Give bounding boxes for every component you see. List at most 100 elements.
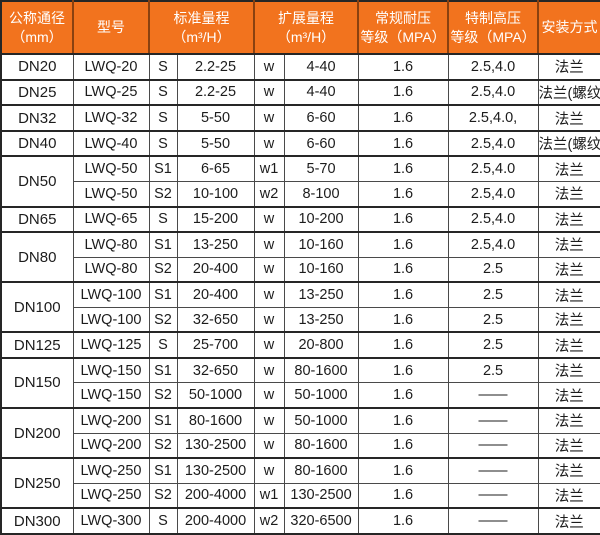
cell-normal-mpa: 1.6 [357,180,449,208]
cell-high-mpa: 2.5 [447,331,539,359]
cell-model: LWQ-250 [72,482,150,509]
cell-normal-mpa: 1.6 [357,53,449,81]
cell-ext-range: 130-2500 [283,482,359,509]
cell-ext-code: w [253,53,285,81]
cell-std-code: S2 [148,180,178,208]
table-row: DN32 LWQ-32 S 5-50 w 6-60 1.6 2.5,4.0, 法兰 [0,104,600,132]
cell-std-range: 20-400 [176,256,255,283]
cell-ext-range: 10-160 [283,231,359,258]
cell-std-range: 32-650 [176,356,255,384]
cell-std-range: 6-65 [176,155,255,182]
cell-install: 法兰 [537,281,600,308]
cell-normal-mpa: 1.6 [357,482,449,509]
cell-ext-range: 6-60 [283,104,359,132]
cell-ext-code: w1 [253,155,285,182]
cell-std-code: S [148,507,178,535]
cell-high-mpa: —— [447,507,539,535]
table-row: DN50 LWQ-50 S1 6-65 w1 5-70 1.6 2.5,4.0 法兰 [0,155,600,208]
cell-model: LWQ-25 [72,78,150,106]
table-row: LWQ-200 S2 130-2500 w 80-1600 1.6 —— 法兰 [1,432,600,459]
cell-ext-code: w [253,104,285,132]
cell-std-range: 32-650 [176,306,255,333]
header-row: 公称通径 （mm） 型号 标准量程 （m³/H） 扩展量程 （m³/H） 常规耐… [1,1,600,55]
cell-diameter: DN20 [0,53,74,81]
cell-ext-range: 10-200 [283,205,359,233]
table-row: DN20 LWQ-20 S 2.2-25 w 4-40 1.6 2.5,4.0 法兰 [0,53,600,81]
cell-ext-code: w [253,331,285,359]
header-install-method: 安装方式 [537,1,600,55]
cell-std-code: S2 [148,482,178,509]
cell-high-mpa: 2.5 [447,306,539,333]
cell-install: 法兰 [537,356,600,384]
cell-install: 法兰 [537,407,600,434]
cell-ext-code: w [253,356,285,384]
cell-std-code: S1 [148,356,178,384]
cell-diameter: DN150 [0,356,74,409]
table-row: DN125 LWQ-125 S 25-700 w 20-800 1.6 2.5 法兰 [0,331,600,359]
cell-high-mpa: 2.5 [447,256,539,283]
cell-install: 法兰 [537,482,600,509]
cell-high-mpa: —— [447,407,539,434]
cell-install: 法兰 [537,104,600,132]
cell-diameter: DN200 [0,407,74,459]
cell-high-mpa: 2.5 [447,356,539,384]
cell-high-mpa: 2.5 [447,281,539,308]
cell-ext-code: w [253,306,285,333]
cell-std-code: S2 [148,432,178,459]
cell-std-code: S2 [148,306,178,333]
cell-normal-mpa: 1.6 [357,382,449,409]
cell-std-range: 10-100 [176,180,255,208]
table-row: LWQ-150 S2 50-1000 w 50-1000 1.6 —— 法兰 [1,382,600,409]
cell-ext-code: w [253,129,285,157]
cell-normal-mpa: 1.6 [357,331,449,359]
cell-install: 法兰 [537,155,600,182]
cell-std-range: 2.2-25 [176,53,255,81]
cell-high-mpa: 2.5,4.0 [447,180,539,208]
cell-model: LWQ-50 [72,155,150,182]
cell-install: 法兰 [537,432,600,459]
header-extended-range: 扩展量程 （m³/H） [253,1,359,55]
cell-std-range: 5-50 [176,129,255,157]
table-row: DN300 LWQ-300 S 200-4000 w2 320-6500 1.6 —— 法兰 [0,507,600,535]
table-row: DN25 LWQ-25 S 2.2-25 w 4-40 1.6 2.5,4.0 法兰(螺纹) [0,78,600,106]
cell-normal-mpa: 1.6 [357,457,449,484]
table-row: DN40 LWQ-40 S 5-50 w 6-60 1.6 2.5,4.0 法兰(螺纹) [0,129,600,157]
cell-normal-mpa: 1.6 [357,306,449,333]
cell-install: 法兰 [537,457,600,484]
cell-ext-code: w [253,256,285,283]
cell-install: 法兰 [537,180,600,208]
cell-normal-mpa: 1.6 [357,155,449,182]
cell-normal-mpa: 1.6 [357,205,449,233]
cell-high-mpa: 2.5,4.0 [447,205,539,233]
cell-std-range: 200-4000 [176,507,255,535]
table-row: LWQ-250 S2 200-4000 w1 130-2500 1.6 —— 法兰 [1,482,600,509]
cell-std-range: 200-4000 [176,482,255,509]
cell-normal-mpa: 1.6 [357,356,449,384]
cell-ext-code: w [253,205,285,233]
cell-std-range: 20-400 [176,281,255,308]
cell-install: 法兰 [537,231,600,258]
cell-ext-code: w2 [253,180,285,208]
cell-ext-range: 20-800 [283,331,359,359]
cell-model: LWQ-250 [72,457,150,484]
cell-std-code: S2 [148,382,178,409]
cell-ext-code: w [253,432,285,459]
table-row: DN150 LWQ-150 S1 32-650 w 80-1600 1.6 2.5 法兰 [0,356,600,409]
cell-ext-code: w2 [253,507,285,535]
cell-std-range: 25-700 [176,331,255,359]
cell-model: LWQ-300 [72,507,150,535]
table-body: DN20 LWQ-20 S 2.2-25 w 4-40 1.6 2.5,4.0 法兰 DN25 LW… [0,53,600,535]
cell-diameter: DN125 [0,331,74,359]
cell-high-mpa: 2.5,4.0, [447,104,539,132]
table-row: DN65 LWQ-65 S 15-200 w 10-200 1.6 2.5,4.0 法兰 [0,205,600,233]
cell-ext-code: w [253,281,285,308]
cell-high-mpa: 2.5,4.0 [447,231,539,258]
cell-normal-mpa: 1.6 [357,432,449,459]
cell-install: 法兰 [537,331,600,359]
cell-normal-mpa: 1.6 [357,129,449,157]
table-row: LWQ-80 S2 20-400 w 10-160 1.6 2.5 法兰 [1,256,600,283]
cell-ext-range: 50-1000 [283,382,359,409]
cell-high-mpa: —— [447,457,539,484]
table-row: DN200 LWQ-200 S1 80-1600 w 50-1000 1.6 —— 法兰 [0,407,600,459]
